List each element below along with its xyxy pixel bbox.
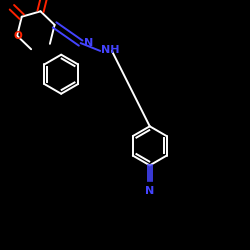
Text: N: N — [84, 38, 93, 48]
Text: N: N — [145, 186, 154, 196]
Text: O: O — [14, 31, 23, 41]
Text: NH: NH — [102, 45, 120, 55]
